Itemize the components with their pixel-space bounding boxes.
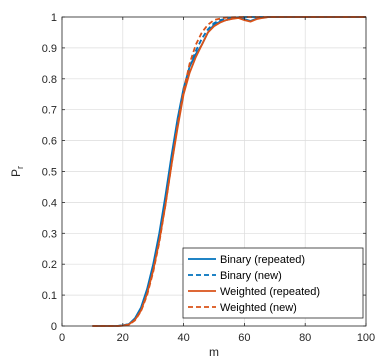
x-axis-label: m xyxy=(209,345,219,359)
legend-label-3: Weighted (repeated) xyxy=(220,286,320,298)
svg-text:Pr: Pr xyxy=(9,166,25,177)
y-tick-label: 0.9 xyxy=(42,43,57,55)
y-axis: 0 0.1 0.2 0.3 0.4 0.5 0.6 0.7 0.8 0.9 1 xyxy=(42,12,366,333)
y-tick-label: 0.2 xyxy=(42,259,57,271)
grid xyxy=(61,16,367,327)
legend-label-4: Weighted (new) xyxy=(220,302,297,314)
y-tick-label: 0.7 xyxy=(42,105,57,117)
legend-label-1: Binary (repeated) xyxy=(220,254,305,266)
y-tick-label: 0.8 xyxy=(42,74,57,86)
x-tick-label: 40 xyxy=(177,332,189,344)
y-tick-label: 0.4 xyxy=(42,197,57,209)
y-tick-label: 0 xyxy=(51,321,57,333)
y-axis-label: Pr xyxy=(9,166,25,177)
legend: Binary (repeated) Binary (new) Weighted (r… xyxy=(182,247,364,319)
y-axis-label-main: P xyxy=(9,169,23,177)
y-tick-label: 0.6 xyxy=(42,136,57,148)
x-tick-label: 20 xyxy=(117,332,129,344)
y-tick-label: 0.1 xyxy=(42,290,57,302)
x-axis: 0 20 40 60 80 100 xyxy=(59,17,375,344)
x-tick-label: 100 xyxy=(357,332,375,344)
legend-label-2: Binary (new) xyxy=(220,270,282,282)
y-tick-label: 0.5 xyxy=(42,167,57,179)
y-tick-label: 0.3 xyxy=(42,228,57,240)
x-tick-label: 80 xyxy=(299,332,311,344)
series-line-3 xyxy=(92,16,366,327)
x-tick-label: 60 xyxy=(238,332,250,344)
y-axis-label-subscript: r xyxy=(15,166,25,169)
y-tick-label: 1 xyxy=(51,12,57,24)
x-tick-label: 0 xyxy=(59,332,65,344)
